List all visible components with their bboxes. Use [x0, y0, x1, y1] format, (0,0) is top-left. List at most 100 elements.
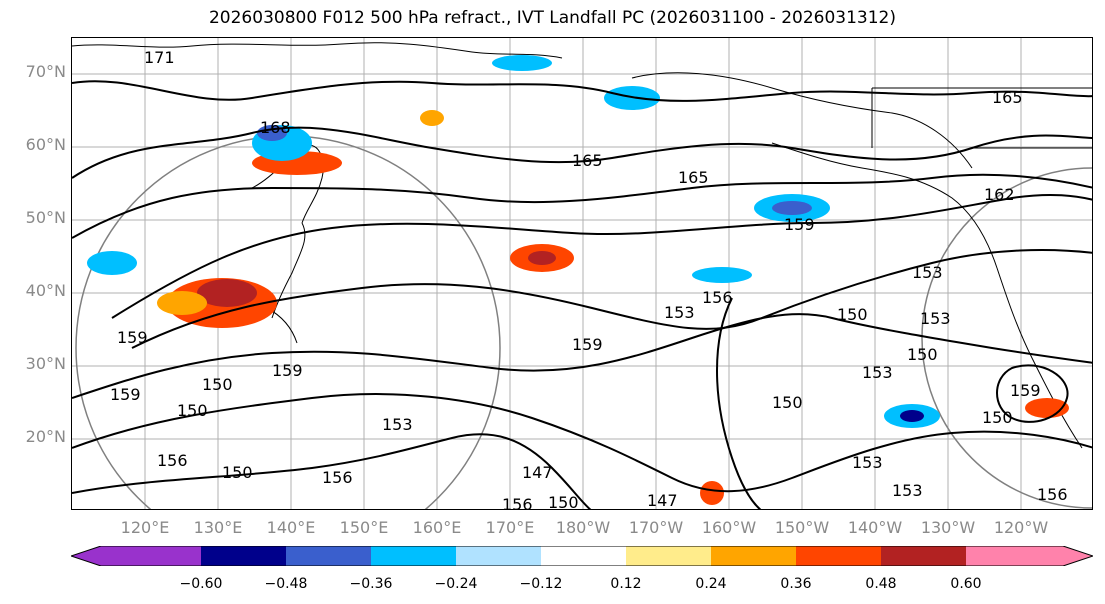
shade-negative-china	[87, 251, 137, 275]
lon-label-180w: 180°W	[555, 518, 611, 537]
shade-negative-north-pacific	[692, 267, 752, 283]
colorbar-tick-label: 0.12	[610, 576, 642, 592]
political-borders	[871, 87, 1092, 149]
colorbar-tick-label: −0.48	[264, 576, 308, 592]
contour-label: 171	[144, 48, 175, 67]
lon-label-130e: 130°E	[193, 518, 243, 537]
contour-label: 156	[702, 288, 733, 307]
landfall-region-circle-east	[921, 167, 1092, 509]
lon-label-140e: 140°E	[266, 518, 316, 537]
colorbar-tick-label: 0.36	[780, 576, 812, 592]
shade-positive-korea	[157, 291, 207, 315]
shade-negative-east-pacific-core	[900, 410, 924, 422]
contour-label: 159	[784, 215, 815, 234]
contour-label: 150	[982, 408, 1013, 427]
contour-168	[72, 126, 1092, 179]
lon-label-120e: 120°E	[120, 518, 170, 537]
colorbar-segment	[626, 546, 711, 566]
lon-label-150e: 150°E	[339, 518, 389, 537]
shade-positive-subtropics	[700, 481, 724, 505]
contour-label: 165	[992, 88, 1023, 107]
colorbar-tick-label: −0.36	[349, 576, 393, 592]
contour-label: 147	[522, 463, 553, 482]
contour-label: 153	[862, 363, 893, 382]
contour-label: 165	[572, 151, 603, 170]
lon-label-150w: 150°W	[774, 518, 830, 537]
contour-label: 150	[772, 393, 803, 412]
lon-label-160e: 160°E	[412, 518, 462, 537]
contour-labels: 171 168 165 165 165 162 159 159 159 159 …	[110, 48, 1068, 510]
shade-negative-gulf-of-alaska-core	[772, 201, 812, 215]
contour-cutoff-low	[996, 364, 1069, 423]
colorbar-segment	[881, 546, 966, 566]
contour-150	[72, 393, 1092, 493]
lon-label-140w: 140°W	[847, 518, 903, 537]
contour-147	[72, 433, 592, 509]
colorbar-segment	[796, 546, 881, 566]
coastline-north-america-west	[996, 267, 1083, 449]
lat-label-40n: 40°N	[25, 281, 66, 300]
contour-label: 150	[837, 305, 868, 324]
contour-label: 150	[177, 401, 208, 420]
contour-label: 153	[920, 309, 951, 328]
contour-label: 153	[912, 263, 943, 282]
contour-label: 159	[1010, 381, 1041, 400]
contour-label: 153	[892, 481, 923, 500]
contour-label: 156	[322, 468, 353, 487]
colorbar-segment	[201, 546, 286, 566]
contour-label: 150	[548, 493, 579, 510]
colorbar-segment	[101, 546, 201, 566]
lon-label-170w: 170°W	[628, 518, 684, 537]
coastline-alaska-gulf	[771, 142, 998, 269]
colorbar-segment	[966, 546, 1063, 566]
contour-label: 159	[117, 328, 148, 347]
contour-label: 150	[202, 375, 233, 394]
shade-positive-central-pacific-core	[528, 251, 556, 265]
map-title: 2026030800 F012 500 hPa refract., IVT La…	[208, 8, 896, 28]
colorbar-segment	[456, 546, 541, 566]
colorbar-extend-low	[71, 546, 101, 566]
lon-label-130w: 130°W	[920, 518, 976, 537]
lon-label-170e: 170°E	[485, 518, 535, 537]
colorbar-segment	[711, 546, 796, 566]
shade-positive-siberia	[420, 110, 444, 126]
lat-label-50n: 50°N	[25, 208, 66, 227]
coastline-alaska-north	[631, 72, 973, 169]
contour-label: 150	[222, 463, 253, 482]
contour-label: 153	[852, 453, 883, 472]
lat-label-30n: 30°N	[25, 354, 66, 373]
colorbar-tick-label: 0.60	[950, 576, 982, 592]
shade-negative-arctic	[492, 55, 552, 71]
lon-label-160w: 160°W	[701, 518, 757, 537]
colorbar-segment	[371, 546, 456, 566]
contour-label: 153	[664, 303, 695, 322]
contour-label: 156	[1037, 485, 1068, 504]
colorbar-segment	[541, 546, 626, 566]
contour-165	[72, 173, 1092, 239]
contour-159	[111, 193, 1092, 319]
colorbar	[71, 546, 1093, 566]
colorbar-tick-label: −0.60	[179, 576, 223, 592]
shade-positive-japan-core	[197, 279, 257, 307]
contour-label: 165	[678, 168, 709, 187]
contour-label: 159	[110, 385, 141, 404]
colorbar-tick-label: 0.24	[695, 576, 727, 592]
contour-label: 153	[382, 415, 413, 434]
colorbar-tick-label: −0.24	[434, 576, 478, 592]
contour-label: 159	[572, 335, 603, 354]
contour-label: 147	[647, 491, 678, 510]
contour-trough-150	[716, 297, 762, 509]
lat-label-60n: 60°N	[25, 135, 66, 154]
height-contours	[72, 80, 1092, 509]
contour-156	[131, 249, 1092, 349]
contour-label: 156	[157, 451, 188, 470]
contour-171	[72, 80, 1092, 102]
lat-label-20n: 20°N	[25, 427, 66, 446]
coastline-sakhalin	[271, 222, 306, 319]
colorbar-extend-high	[1063, 546, 1093, 566]
coastline-siberia-north	[72, 42, 563, 59]
contour-153	[72, 313, 1092, 399]
contour-label: 156	[502, 495, 533, 510]
map-canvas: 171 168 165 165 165 162 159 159 159 159 …	[72, 38, 1092, 510]
lat-label-70n: 70°N	[25, 62, 66, 81]
